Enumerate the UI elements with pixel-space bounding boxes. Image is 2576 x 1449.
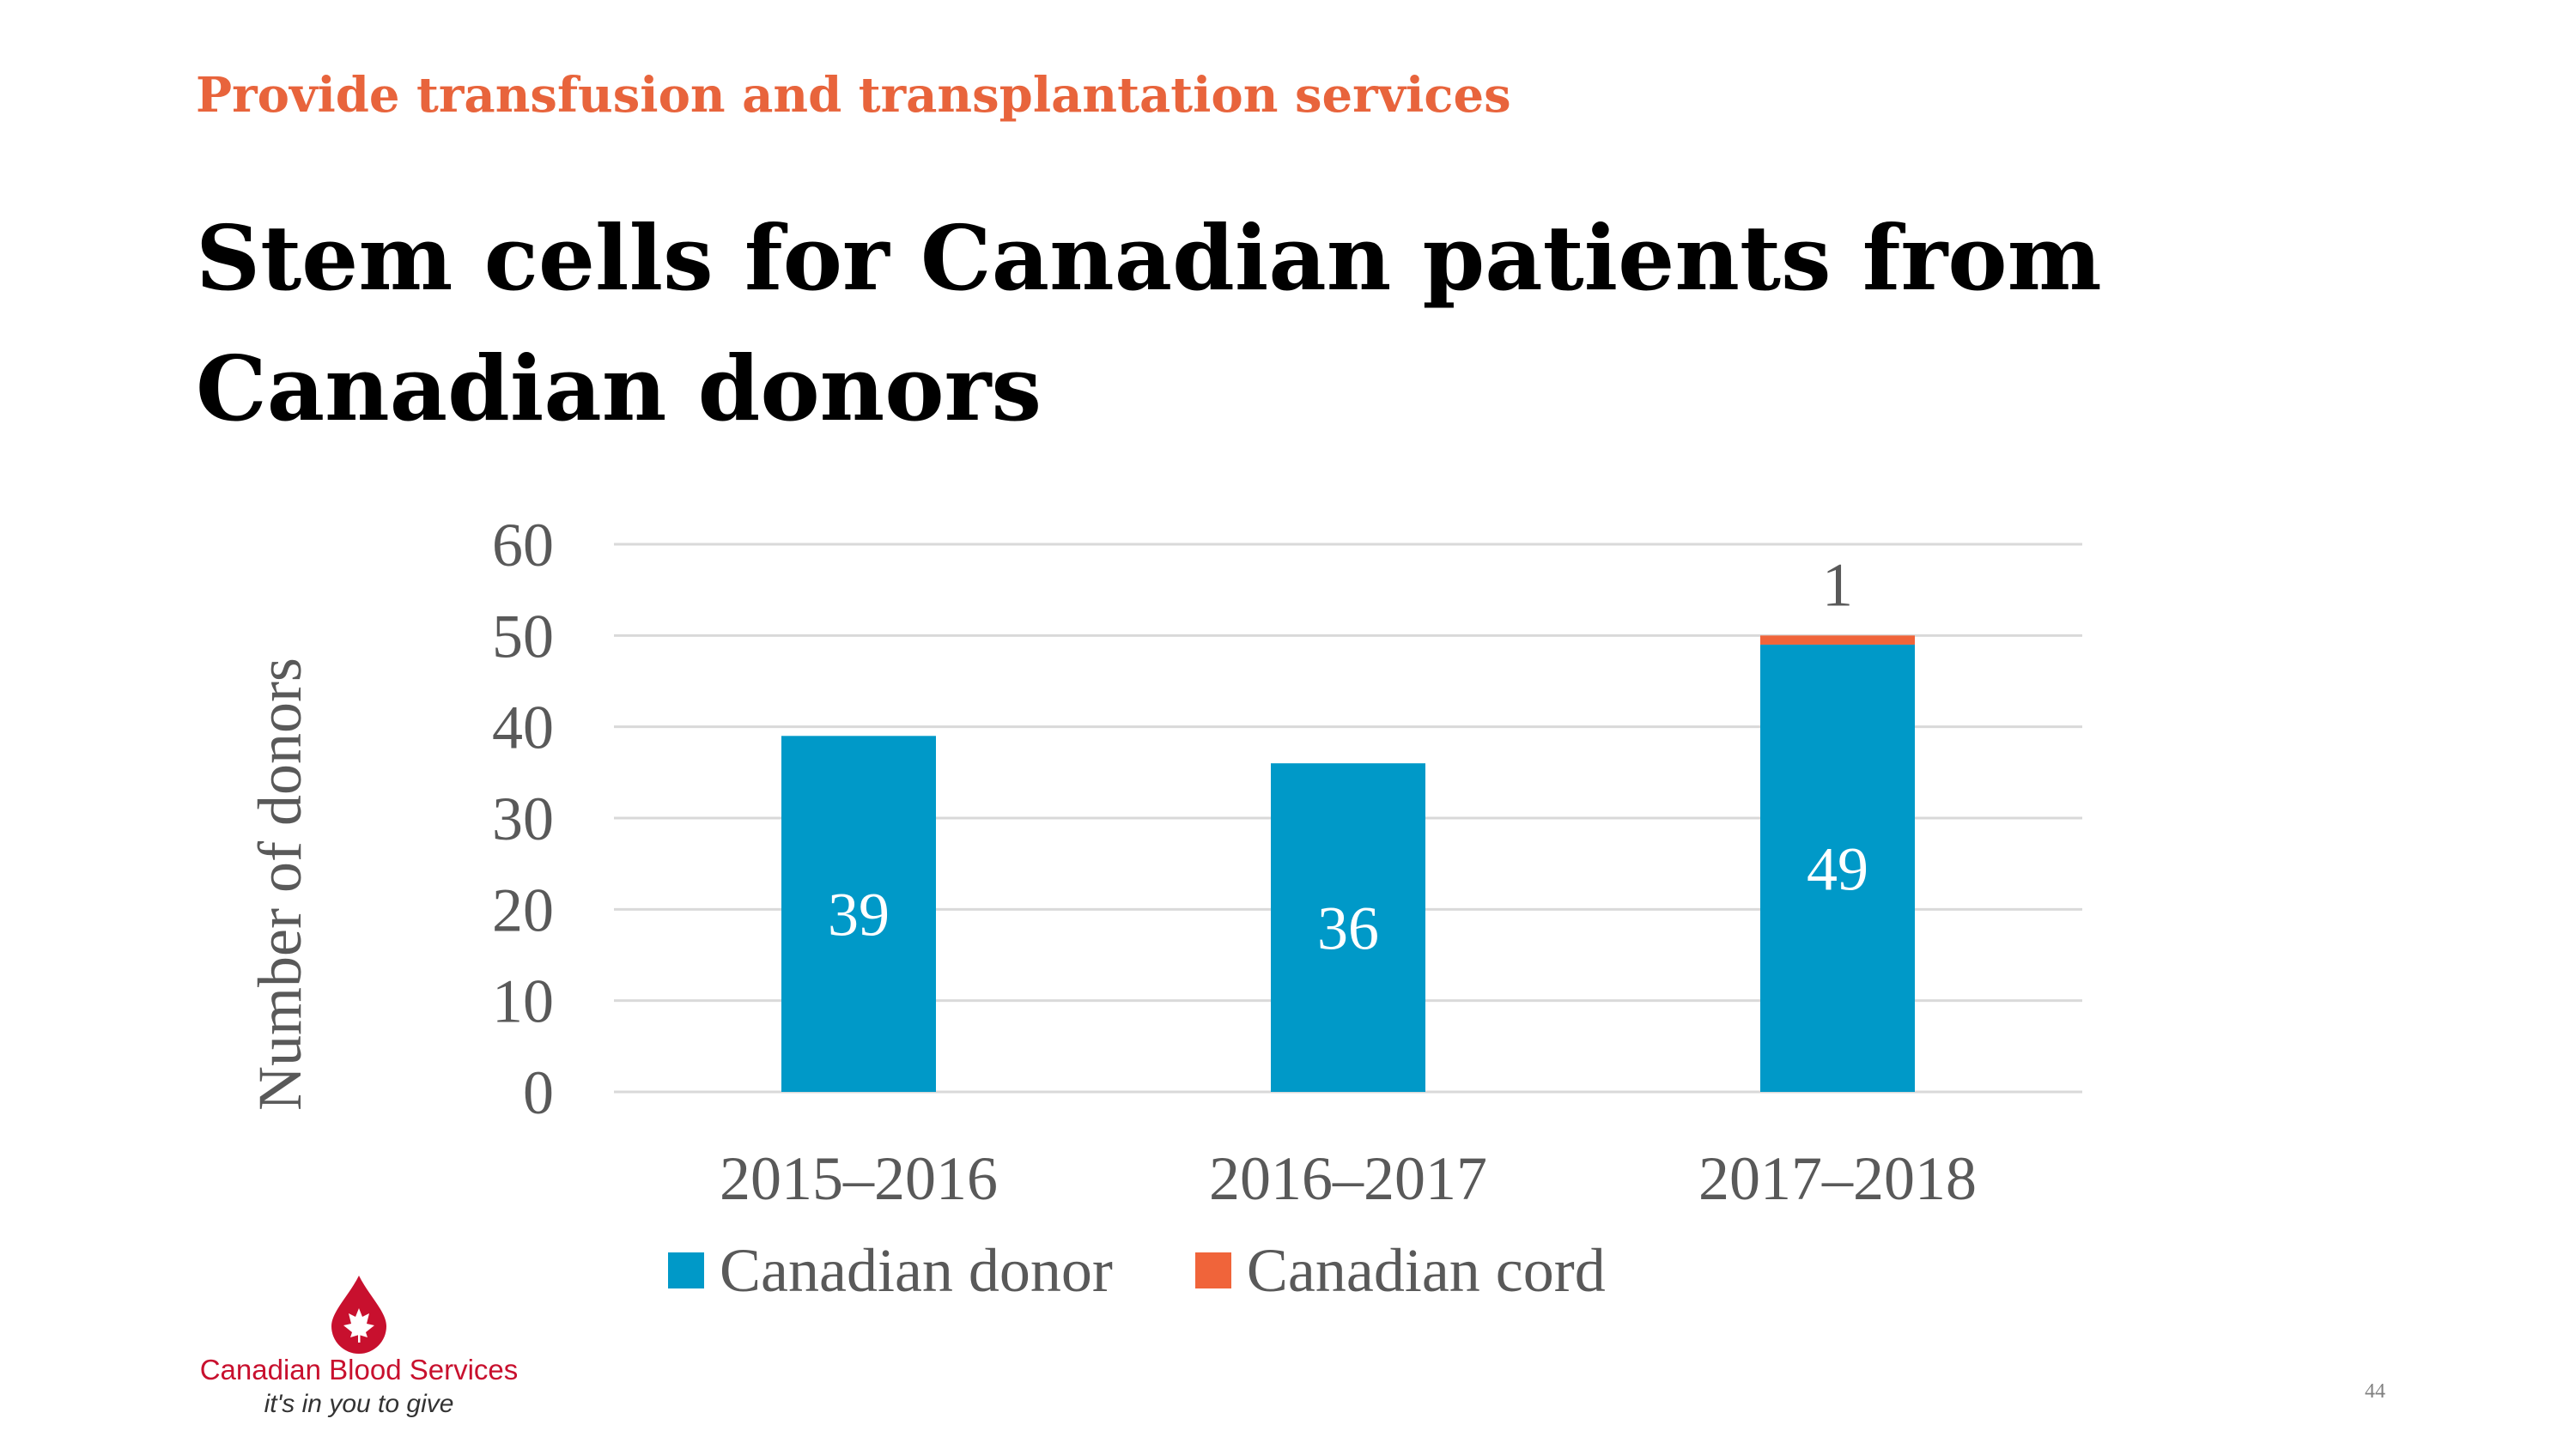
bar-canadian-cord-2 (1760, 635, 1915, 645)
maple-leaf-blood-drop-icon (331, 1276, 386, 1354)
page-number: 44 (2365, 1380, 2385, 1403)
y-tick-label-60: 60 (492, 511, 554, 579)
x-tick-label-2: 2017–2018 (1698, 1144, 1977, 1213)
legend-swatch-canadian-cord (1194, 1252, 1231, 1288)
x-tick-label-1: 2016–2017 (1209, 1144, 1487, 1213)
legend-label-canadian-donor: Canadian donor (720, 1235, 1113, 1305)
slide-title-line-1: Stem cells for Canadian patients from (196, 205, 2102, 311)
slide-title: Stem cells for Canadian patients from Ca… (196, 193, 2342, 454)
y-tick-label-30: 30 (492, 785, 554, 853)
logo-tagline: it's in you to give (264, 1390, 454, 1418)
bars (781, 635, 1915, 1092)
slide-title-line-2: Canadian donors (196, 336, 1042, 441)
data-label-canadian-donor-0: 39 (828, 881, 890, 949)
chart-legend: Canadian donor Canadian cord (668, 1236, 1606, 1305)
data-label-canadian-donor-2: 49 (1807, 834, 1868, 903)
y-tick-label-40: 40 (492, 694, 554, 762)
bar-canadian-donor-0 (781, 736, 936, 1092)
data-label-canadian-cord-2: 1 (1822, 550, 1853, 619)
logo-wordmark: Canadian Blood Services (199, 1354, 519, 1385)
x-tick-label-0: 2015–2016 (720, 1144, 998, 1213)
x-axis-tick-labels: 2015–2016 2016–2017 2017–2018 (720, 1144, 1977, 1213)
y-tick-label-20: 20 (492, 876, 554, 944)
y-tick-label-0: 0 (523, 1058, 554, 1127)
legend-item-canadian-donor: Canadian donor (668, 1235, 1113, 1307)
legend-item-canadian-cord: Canadian cord (1194, 1235, 1606, 1307)
bar-canadian-donor-2 (1760, 644, 1915, 1092)
section-kicker: Provide transfusion and transplantation … (196, 67, 1511, 124)
legend-label-canadian-cord: Canadian cord (1246, 1235, 1606, 1305)
y-axis-tick-labels: 0 10 20 30 40 50 60 (492, 511, 554, 1127)
canadian-blood-services-logo: Canadian Blood Services it's in you to g… (187, 1272, 531, 1427)
y-tick-label-50: 50 (492, 602, 554, 670)
bar-canadian-donor-1 (1271, 763, 1425, 1092)
data-label-canadian-donor-1: 36 (1317, 894, 1379, 963)
legend-swatch-canadian-donor (668, 1252, 704, 1288)
y-tick-label-10: 10 (492, 967, 554, 1036)
bar-data-labels: 39 36 49 1 (828, 550, 1868, 962)
y-axis-label: Number of donors (246, 658, 314, 1111)
